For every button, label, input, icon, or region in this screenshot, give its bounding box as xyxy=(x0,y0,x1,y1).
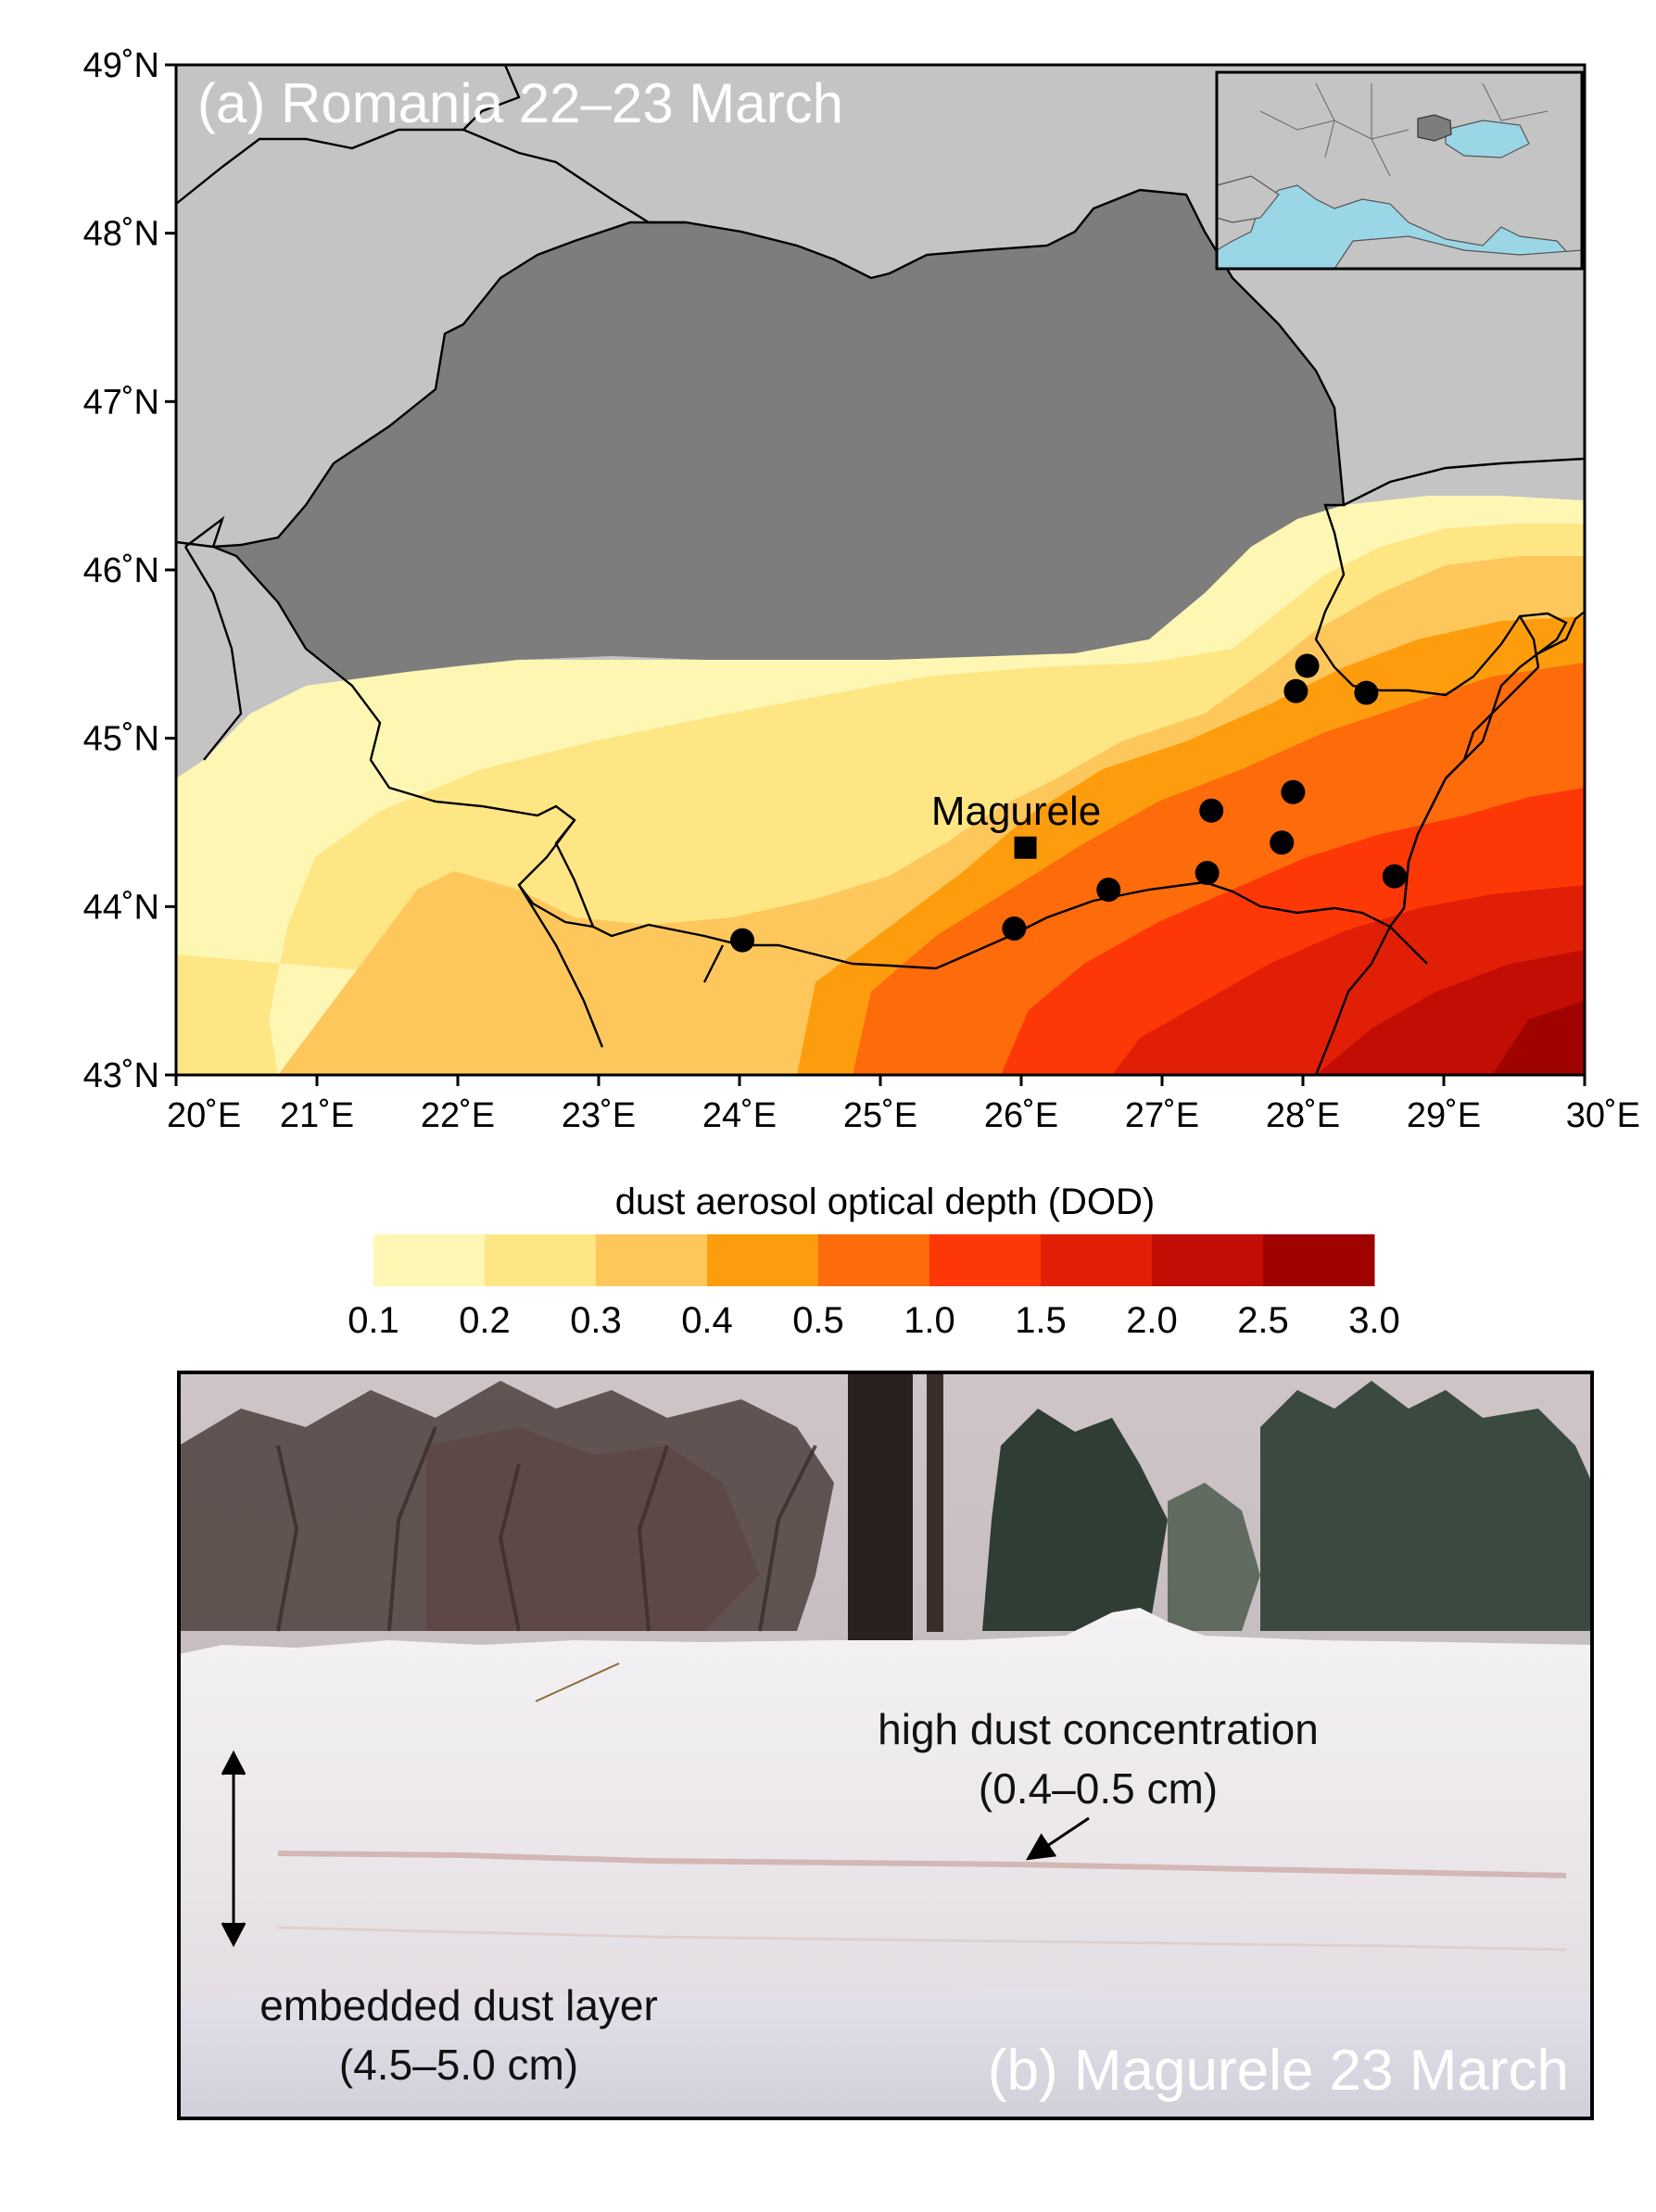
colorbar-swatch xyxy=(1263,1234,1375,1286)
magurele-site-marker xyxy=(1014,836,1037,859)
lon-tick-label: 29˚E xyxy=(1407,1096,1481,1135)
longitude-axis: 20˚E 21˚E 22˚E 23˚E 24˚E 25˚E 26˚E 27˚E 28˚E 29˚E… xyxy=(167,1075,1640,1135)
lon-tick-label: 23˚E xyxy=(562,1096,636,1135)
station-marker xyxy=(1199,798,1224,823)
delta-coastline xyxy=(1402,615,1540,909)
colorbar-tick-label: 0.1 xyxy=(348,1300,399,1341)
colorbar-tick-label: 0.3 xyxy=(570,1300,622,1341)
station-markers xyxy=(730,653,1407,953)
lat-tick-label: 45˚N xyxy=(83,720,159,759)
lon-tick-label: 25˚E xyxy=(843,1096,917,1135)
colorbar-tick-label: 0.4 xyxy=(681,1300,733,1341)
colorbar-tick-label: 1.5 xyxy=(1015,1300,1067,1341)
colorbar-tick-label: 3.0 xyxy=(1348,1300,1400,1341)
panel-a-title: (a) Romania 22–23 March xyxy=(197,72,843,134)
lon-tick-label: 30˚E xyxy=(1566,1096,1640,1135)
dust-layer-band xyxy=(277,1851,1567,1878)
station-marker xyxy=(1096,878,1121,903)
station-marker xyxy=(1354,680,1379,705)
lon-tick-label: 27˚E xyxy=(1125,1096,1199,1135)
lat-tick-label: 48˚N xyxy=(83,215,159,254)
lon-tick-label: 21˚E xyxy=(280,1096,354,1135)
lat-tick-label: 43˚N xyxy=(83,1056,159,1095)
photo-frame xyxy=(177,1371,1594,2120)
lat-tick-label: 49˚N xyxy=(83,46,159,85)
lon-tick-label: 22˚E xyxy=(421,1096,495,1135)
embedded-dust-label-line2: (4.5–5.0 cm) xyxy=(339,2041,578,2089)
colorbar-swatch xyxy=(596,1234,708,1286)
embedded-layer-double-arrow xyxy=(221,1750,247,1948)
station-marker xyxy=(1281,779,1306,804)
station-marker xyxy=(1283,678,1308,703)
colorbar-ticks: 0.1 0.2 0.3 0.4 0.5 1.0 1.5 2.0 2.5 3.0 xyxy=(348,1300,1400,1341)
dod-band-2.5 xyxy=(1492,1001,1585,1075)
station-marker xyxy=(1270,830,1295,855)
colorbar-tick-label: 2.5 xyxy=(1237,1300,1289,1341)
lon-tick-label: 28˚E xyxy=(1266,1096,1340,1135)
colorbar-swatch xyxy=(485,1234,597,1286)
station-marker xyxy=(1002,916,1027,941)
dust-map: Magurele (a) Romania 22–23 March xyxy=(83,46,1640,1135)
station-marker xyxy=(730,928,755,953)
country-borders xyxy=(176,65,1585,1075)
lon-tick-label: 26˚E xyxy=(984,1096,1058,1135)
embedded-dust-label-line1: embedded dust layer xyxy=(259,1981,658,2029)
colorbar-title: dust aerosol optical depth (DOD) xyxy=(615,1182,1156,1222)
lon-tick-label: 24˚E xyxy=(702,1096,777,1135)
high-dust-label-line2: (0.4–0.5 cm) xyxy=(979,1764,1218,1813)
high-dust-label-line1: high dust concentration xyxy=(878,1705,1319,1753)
colorbar-swatches xyxy=(373,1234,1375,1286)
romania-territory xyxy=(213,190,1344,686)
colorbar-tick-label: 0.2 xyxy=(459,1300,511,1341)
colorbar-tick-label: 0.5 xyxy=(792,1300,844,1341)
colorbar-swatch xyxy=(1041,1234,1153,1286)
lat-tick-label: 46˚N xyxy=(83,551,159,590)
colorbar-swatch xyxy=(929,1234,1042,1286)
lat-tick-label: 47˚N xyxy=(83,383,159,422)
station-marker xyxy=(1295,653,1320,678)
magurele-label: Magurele xyxy=(931,789,1101,834)
colorbar-tick-label: 1.0 xyxy=(904,1300,955,1341)
dod-colorbar: dust aerosol optical depth (DOD) 0.1 0.2 0… xyxy=(348,1182,1400,1341)
colorbar-swatch xyxy=(707,1234,819,1286)
colorbar-swatch xyxy=(1152,1234,1264,1286)
colorbar-swatch xyxy=(373,1234,486,1286)
high-dust-arrow xyxy=(1026,1816,1090,1861)
station-marker xyxy=(1382,864,1407,889)
snow-photo: high dust concentration (0.4–0.5 cm) emb… xyxy=(177,1371,1594,2120)
lon-tick-label: 20˚E xyxy=(167,1096,241,1135)
station-marker xyxy=(1195,861,1220,885)
colorbar-tick-label: 2.0 xyxy=(1126,1300,1178,1341)
lat-tick-label: 44˚N xyxy=(83,888,159,927)
colorbar-swatch xyxy=(818,1234,930,1286)
panel-b-title: (b) Magurele 23 March xyxy=(988,2039,1569,2103)
inset-locator-map xyxy=(1215,70,1584,271)
black-sea-coastline xyxy=(1537,611,1585,655)
latitude-axis: 49˚N 48˚N 47˚N 46˚N 45˚N 44˚N 43˚N xyxy=(83,46,176,1095)
